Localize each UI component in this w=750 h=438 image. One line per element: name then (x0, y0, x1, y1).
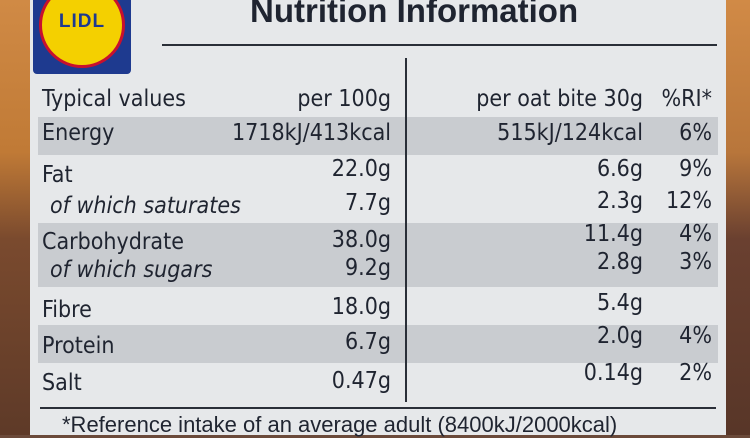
row-per-serving: 0.14g (583, 360, 643, 386)
row-ri: 4% (679, 221, 712, 247)
row-per-serving-sugars: 2.8g (596, 249, 643, 275)
lidl-logo: LIDL (33, 0, 131, 74)
page-title: Nutrition Information (250, 0, 579, 29)
table-row-fat: Fat 22.0g 6.6g 9% (38, 158, 718, 196)
row-label: Carbohydrate (42, 229, 184, 255)
row-per-serving: 2.0g (596, 323, 643, 349)
row-per100: 1718kJ/413kcal (232, 120, 391, 146)
footnote-divider (40, 407, 716, 409)
package-right-edge (722, 0, 750, 435)
row-per100: 18.0g (331, 294, 391, 320)
row-ri: 9% (679, 156, 712, 182)
header-typical-values: Typical values (42, 86, 186, 112)
row-ri: 2% (679, 360, 712, 386)
row-label: Protein (42, 333, 115, 359)
logo-text: LIDL (58, 11, 106, 32)
row-per100: 0.47g (331, 368, 391, 394)
table-row-carbohydrate: Carbohydrate 38.0g 11.4g 4% of which sug… (38, 223, 718, 287)
table-row-fibre: Fibre 18.0g 5.4g (38, 292, 718, 334)
row-per100-sugars: 9.2g (344, 255, 391, 281)
footnote: *Reference intake of an average adult (8… (62, 412, 618, 437)
table-row-saturates: of which saturates 7.7g 2.3g 12% (38, 190, 718, 228)
row-per-serving: 6.6g (596, 156, 643, 182)
row-per100: 38.0g (331, 227, 391, 253)
header-ri: %RI* (661, 86, 712, 112)
title-divider (162, 44, 717, 46)
row-ri-sugars: 3% (679, 249, 712, 275)
row-per-serving: 515kJ/124kcal (497, 120, 643, 146)
header-per-100g: per 100g (297, 86, 391, 112)
table-row-energy: Energy 1718kJ/413kcal 515kJ/124kcal 6% (38, 117, 718, 155)
row-per-serving: 2.3g (596, 188, 643, 214)
row-ri: 4% (679, 323, 712, 349)
row-ri: 12% (666, 188, 712, 214)
logo-circle: LIDL (39, 0, 125, 68)
header-per-serving: per oat bite 30g (476, 86, 643, 112)
row-label: Salt (42, 370, 82, 396)
row-per100: 6.7g (344, 329, 391, 355)
table-row-salt: Salt 0.47g 0.14g 2% (38, 362, 718, 404)
row-per100: 22.0g (331, 156, 391, 182)
row-label: Fat (42, 162, 73, 188)
row-ri: 6% (679, 120, 712, 146)
row-label: of which saturates (50, 193, 241, 219)
column-divider (405, 58, 407, 402)
header-row: Typical values per 100g per oat bite 30g… (38, 88, 718, 126)
table-row-protein: Protein 6.7g 2.0g 4% (38, 325, 718, 363)
row-label-sugars: of which sugars (50, 257, 213, 283)
row-per-serving: 11.4g (583, 221, 643, 247)
row-per-serving: 5.4g (596, 290, 643, 316)
row-label: Energy (42, 120, 115, 146)
row-per100: 7.7g (344, 190, 391, 216)
row-label: Fibre (42, 297, 92, 323)
